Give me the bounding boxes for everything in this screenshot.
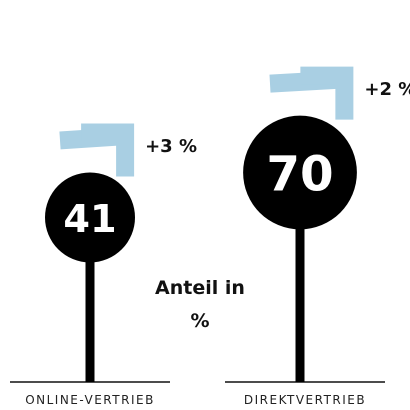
change-label: +3 % <box>145 136 197 157</box>
arrow-head <box>300 66 354 120</box>
lollipop-head <box>243 115 357 230</box>
value-label: 41 <box>63 197 116 242</box>
arrow-head <box>81 123 135 177</box>
category-label: DIREKTVERTRIEB <box>244 393 366 407</box>
category-label: ONLINE-VERTRIEB <box>25 393 155 407</box>
lollipop-head <box>45 172 135 263</box>
value-label: 70 <box>266 147 333 203</box>
value-label-title: Anteil in % <box>155 277 245 332</box>
change-label: +2 % <box>364 79 410 100</box>
